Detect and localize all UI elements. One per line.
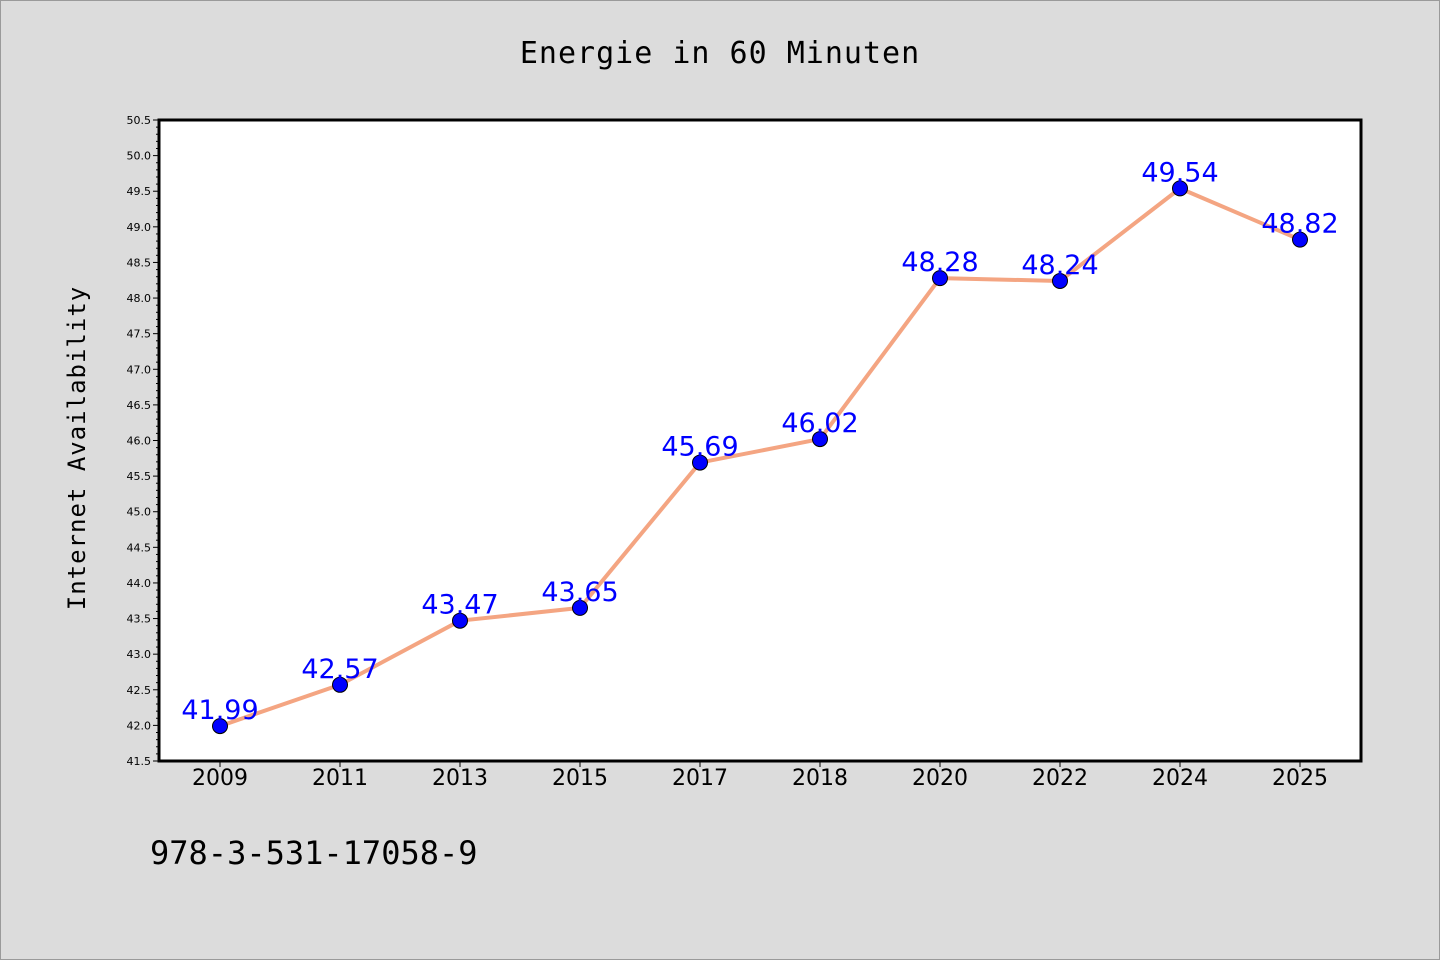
plot-area	[159, 120, 1361, 761]
x-tick-label: 2011	[312, 766, 368, 791]
data-label: 49.54	[1141, 157, 1218, 188]
data-point	[452, 612, 468, 629]
y-tick-label: 41.5	[127, 755, 152, 768]
data-labels: 41.99 42.57 43.47 43.65 45.69 46.02 48.28 48.24…	[181, 157, 1338, 726]
series-line	[218, 186, 1302, 729]
isbn-text: 978-3-531-17058-9	[150, 834, 478, 872]
data-label: 45.69	[661, 432, 738, 463]
data-point	[1172, 180, 1188, 197]
data-label: 43.47	[421, 590, 498, 621]
data-point	[212, 718, 228, 735]
data-point	[812, 431, 828, 448]
data-label: 46.02	[781, 408, 858, 439]
y-tick-label: 47.5	[127, 328, 152, 341]
y-tick-label: 42.0	[127, 719, 152, 732]
y-tick-label: 45.0	[127, 506, 152, 519]
y-tick-label: 44.5	[127, 541, 152, 554]
x-tick-label: 2020	[912, 766, 968, 791]
y-tick-label: 50.0	[127, 150, 152, 163]
data-label: 48.24	[1021, 250, 1098, 281]
y-tick-label: 46.5	[127, 399, 152, 412]
data-label: 42.57	[301, 654, 378, 685]
x-tick-label: 2022	[1032, 766, 1088, 791]
x-tick-label: 2009	[192, 766, 248, 791]
x-tick-label: 2017	[672, 766, 728, 791]
y-tick-label: 50.5	[127, 114, 152, 127]
x-tick-label: 2013	[432, 766, 488, 791]
y-tick-label: 45.5	[127, 470, 152, 483]
y-tick-label: 43.0	[127, 648, 152, 661]
data-point	[1052, 272, 1068, 289]
y-tick-label: 46.0	[127, 435, 152, 448]
data-point	[1292, 231, 1308, 248]
chart-title: Energie in 60 Minuten	[520, 36, 920, 71]
y-tick-label: 42.5	[127, 684, 152, 697]
y-tick-label: 48.0	[127, 292, 152, 305]
y-tick-label: 49.5	[127, 185, 152, 198]
x-tick-label: 2015	[552, 766, 608, 791]
y-axis-label: Internet Availability	[63, 286, 91, 610]
data-label: 41.99	[181, 695, 258, 726]
x-tick-label: 2025	[1272, 766, 1328, 791]
x-axis: 2009 2011 2013 2015 2017 2018 2020 2022 2024 2025	[192, 761, 1328, 791]
y-tick-label: 47.0	[127, 363, 152, 376]
series-layer	[212, 180, 1308, 735]
x-tick-label: 2024	[1152, 766, 1208, 791]
data-point	[572, 599, 588, 616]
data-point	[692, 454, 708, 471]
data-label: 48.28	[901, 247, 978, 278]
y-tick-label: 43.5	[127, 613, 152, 626]
data-label: 43.65	[541, 577, 618, 608]
data-point	[332, 676, 348, 693]
y-axis: 41.5 42.0 42.5 43.0 43.5 44.0 44.5 45.0 45.5 46.0…	[127, 114, 159, 768]
y-tick-label: 48.5	[127, 256, 152, 269]
plot-frame	[157, 118, 1363, 763]
data-point	[932, 270, 948, 287]
x-tick-label: 2018	[792, 766, 848, 791]
y-tick-label: 44.0	[127, 577, 152, 590]
y-tick-label: 49.0	[127, 221, 152, 234]
data-label: 48.82	[1261, 209, 1338, 240]
